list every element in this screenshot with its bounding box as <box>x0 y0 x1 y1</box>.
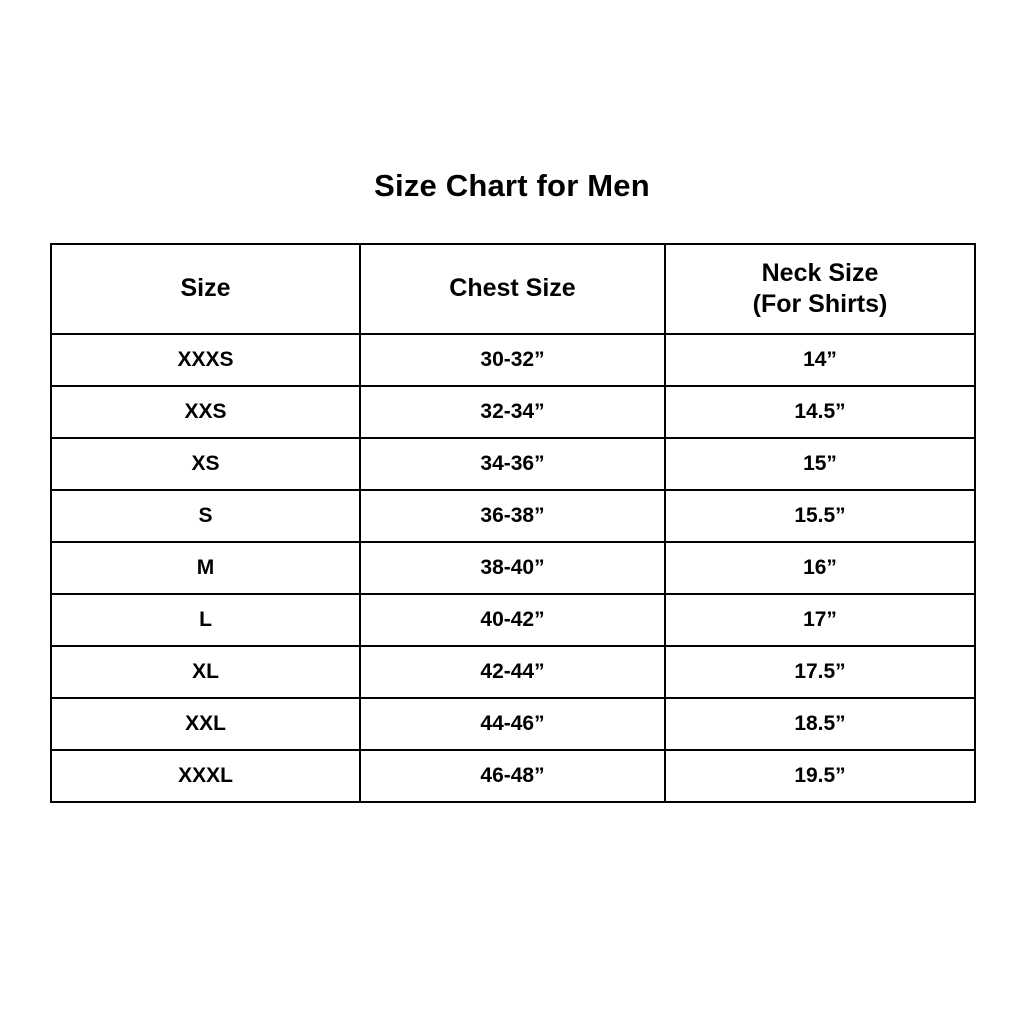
table-row: XXXL 46-48” 19.5” <box>50 749 976 803</box>
table-row: XXS 32-34” 14.5” <box>50 385 976 439</box>
table-header: Size Chest Size Neck Size (For Shirts) <box>50 243 976 335</box>
cell-chest: 38-40” <box>359 541 666 595</box>
cell-size: L <box>50 593 361 647</box>
column-header-neck: Neck Size (For Shirts) <box>664 243 976 335</box>
cell-neck: 19.5” <box>664 749 976 803</box>
table-row: S 36-38” 15.5” <box>50 489 976 543</box>
table-row: L 40-42” 17” <box>50 593 976 647</box>
cell-neck: 17” <box>664 593 976 647</box>
cell-chest: 44-46” <box>359 697 666 751</box>
size-chart-table: Size Chest Size Neck Size (For Shirts) X… <box>50 243 976 803</box>
cell-chest: 30-32” <box>359 333 666 387</box>
column-header-size-label: Size <box>180 274 231 303</box>
cell-neck: 14” <box>664 333 976 387</box>
cell-neck: 15.5” <box>664 489 976 543</box>
column-header-neck-subtitle: (For Shirts) <box>752 290 888 318</box>
cell-size: XXXL <box>50 749 361 803</box>
table-row: XS 34-36” 15” <box>50 437 976 491</box>
cell-size: XXS <box>50 385 361 439</box>
cell-size: XS <box>50 437 361 491</box>
cell-size: XXL <box>50 697 361 751</box>
cell-size: XXXS <box>50 333 361 387</box>
cell-neck: 15” <box>664 437 976 491</box>
page-title: Size Chart for Men <box>374 168 650 203</box>
table-header-row: Size Chest Size Neck Size (For Shirts) <box>50 243 976 335</box>
cell-size: M <box>50 541 361 595</box>
table-row: XL 42-44” 17.5” <box>50 645 976 699</box>
column-header-chest-label: Chest Size <box>449 274 576 303</box>
table-row: XXL 44-46” 18.5” <box>50 697 976 751</box>
size-table-body: XXXS 30-32” 14” XXS 32-34” 14.5” XS 34-36” 15” S 3… <box>50 333 976 803</box>
cell-neck: 18.5” <box>664 697 976 751</box>
cell-chest: 42-44” <box>359 645 666 699</box>
cell-neck: 17.5” <box>664 645 976 699</box>
cell-neck: 14.5” <box>664 385 976 439</box>
column-header-neck-label: Neck Size <box>761 258 879 287</box>
column-header-size: Size <box>50 243 361 335</box>
cell-size: S <box>50 489 361 543</box>
table-row: XXXS 30-32” 14” <box>50 333 976 387</box>
cell-chest: 34-36” <box>359 437 666 491</box>
cell-chest: 32-34” <box>359 385 666 439</box>
cell-neck: 16” <box>664 541 976 595</box>
cell-size: XL <box>50 645 361 699</box>
cell-chest: 40-42” <box>359 593 666 647</box>
cell-chest: 36-38” <box>359 489 666 543</box>
table-row: M 38-40” 16” <box>50 541 976 595</box>
cell-chest: 46-48” <box>359 749 666 803</box>
column-header-chest: Chest Size <box>359 243 666 335</box>
